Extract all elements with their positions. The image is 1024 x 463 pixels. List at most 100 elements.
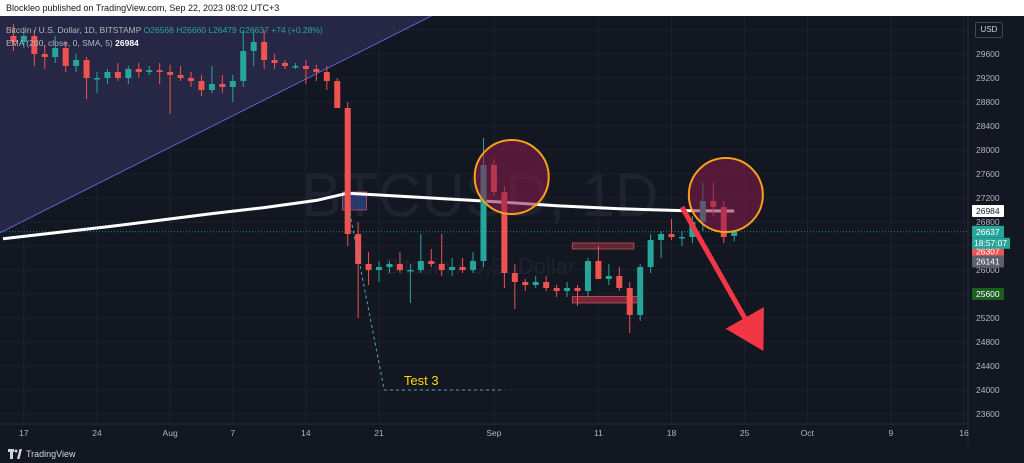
y-tick-label: 24000 (976, 385, 1000, 395)
candle-body (616, 276, 623, 288)
candle-body (219, 84, 226, 87)
x-tick-label: 17 (19, 428, 29, 438)
y-tick-label: 24400 (976, 361, 1000, 371)
candle-body (553, 288, 560, 291)
candle-body (637, 267, 644, 315)
legend-symbol-row: Bitcoin / U.S. Dollar, 1D, BITSTAMP O265… (6, 24, 323, 37)
candle-body (511, 273, 518, 282)
price-label: 26307 (976, 247, 1000, 257)
candle-body (449, 267, 456, 270)
candle-body (41, 54, 48, 57)
candle-body (167, 72, 174, 75)
candle-body (647, 240, 654, 267)
y-tick-label: 29600 (976, 49, 1000, 59)
candle-body (532, 282, 539, 285)
candle-body (302, 66, 309, 69)
candle (208, 66, 215, 93)
candle-body (522, 282, 529, 285)
candle-body (386, 264, 393, 267)
candle (177, 66, 184, 81)
candle (31, 30, 38, 66)
candle-body (313, 69, 320, 72)
chart-footer: TradingView (0, 445, 1024, 463)
candle-body (188, 78, 195, 81)
candle-body (271, 60, 278, 63)
candle (114, 63, 121, 81)
candle (731, 230, 738, 242)
price-label-bg (972, 225, 1004, 238)
candle-body (480, 165, 487, 261)
candle (261, 30, 268, 69)
candle (626, 282, 633, 333)
publish-header: Blockleo published on TradingView.com, S… (0, 0, 1024, 16)
candle-body (731, 231, 738, 236)
candle (94, 72, 100, 93)
candle-body (595, 261, 602, 279)
candle-body (282, 63, 289, 66)
candle-body (668, 234, 675, 237)
candle (156, 63, 163, 84)
candle (10, 24, 17, 51)
x-tick-label: Aug (163, 428, 178, 438)
candle (219, 75, 226, 93)
candle (41, 45, 48, 69)
candle (167, 64, 174, 114)
candle (574, 285, 581, 306)
candle-body (52, 48, 59, 57)
x-tick-label: 24 (92, 428, 102, 438)
dashed-path-line (349, 212, 505, 391)
candle (52, 36, 59, 63)
candle (20, 27, 27, 48)
candle (428, 249, 435, 267)
candle-body (376, 267, 383, 270)
currency-button[interactable]: USD (975, 22, 1003, 38)
candle-body (344, 108, 351, 234)
y-tick-label: 28000 (976, 145, 1000, 155)
candle-body (240, 51, 247, 81)
candle-body (626, 288, 633, 315)
candle (532, 276, 539, 288)
candle (595, 246, 602, 279)
candle-body (459, 267, 466, 270)
down-arrow (679, 205, 764, 351)
x-tick-label: 7 (230, 428, 235, 438)
candle-body (501, 192, 508, 273)
candle-body (104, 72, 111, 78)
candle-body (365, 264, 372, 270)
price-label-bg (972, 255, 1004, 268)
candle-body (605, 276, 612, 279)
candle (292, 63, 299, 69)
candle (647, 234, 654, 273)
publish-info: Blockleo published on TradingView.com, S… (6, 3, 280, 13)
chart-area[interactable]: BTCUSD, 1D Bitcoin / U.S. Dollar Test 3 236… (0, 16, 1024, 445)
tradingview-logo-icon (8, 449, 22, 459)
y-tick-label: 24800 (976, 337, 1000, 347)
candle (313, 64, 320, 81)
x-tick-label: 11 (594, 428, 603, 438)
countdown-bg (972, 237, 1010, 249)
candle-body (355, 234, 362, 264)
candle (334, 78, 341, 108)
candle-body (292, 66, 299, 68)
candle (616, 267, 623, 291)
x-tick-label: 18 (667, 428, 677, 438)
candle (678, 231, 685, 246)
candle-body (177, 75, 184, 78)
candle (62, 42, 69, 72)
candle-body (428, 261, 435, 264)
candle-body (678, 237, 685, 239)
candle-body (31, 36, 38, 54)
candle (355, 222, 362, 318)
legend-ohlc: O26568 H26660 L26479 C26637 +74 (+0.28%) (143, 25, 323, 35)
candle (135, 63, 142, 78)
candle (198, 75, 205, 96)
candle (229, 75, 236, 102)
candle (553, 285, 560, 297)
candle-body (20, 36, 27, 42)
candle (282, 60, 289, 69)
candle (188, 72, 195, 87)
x-tick-label: 14 (301, 428, 311, 438)
annotation-box (571, 242, 635, 250)
candle-body (543, 282, 550, 288)
